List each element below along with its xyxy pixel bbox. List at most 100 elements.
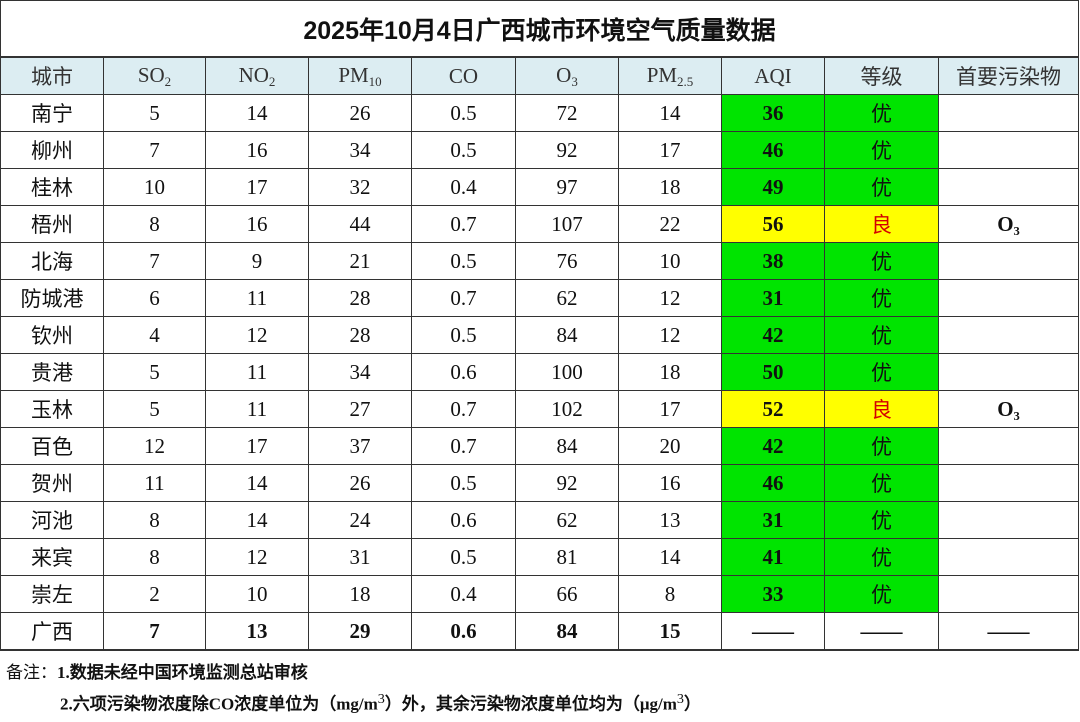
cell-city: 玉林 (0, 390, 104, 428)
cell-so2: 10 (103, 168, 206, 206)
cell-pm10: 34 (308, 353, 412, 391)
cell-city: 贺州 (0, 464, 104, 502)
cell-pm10: 21 (308, 242, 412, 280)
header-subscript: 2 (164, 73, 172, 89)
header-subscript: 10 (368, 73, 382, 89)
cell-co: 0.5 (411, 242, 516, 280)
cell-city: 百色 (0, 427, 104, 465)
cell-co: 0.7 (411, 427, 516, 465)
cell-pm25: 18 (618, 353, 722, 391)
cell-primary (937, 427, 1080, 465)
cell-grade: 优 (824, 131, 939, 169)
footnotes: 备注：1.数据未经中国环境监测总站审核 2.六项污染物浓度除CO浓度单位为（mg… (0, 651, 1078, 718)
table-row: 柳州 7 16 34 0.5 92 17 46 优 (0, 131, 1080, 169)
header-subscript: 3 (571, 73, 578, 89)
cell-co: 0.6 (411, 501, 516, 539)
cell-primary (937, 131, 1080, 169)
cell-so2: 5 (103, 353, 206, 391)
cell-pm25: 16 (618, 464, 722, 502)
cell-pm10: 26 (308, 464, 412, 502)
cell-so2: 8 (103, 538, 206, 576)
column-header-pm25: PM2.5 (618, 56, 722, 95)
cell-no2: 14 (205, 94, 309, 132)
table-row: 崇左 2 10 18 0.4 66 8 33 优 (0, 575, 1080, 613)
cell-o3: 92 (515, 131, 619, 169)
column-header-grade: 等级 (824, 56, 939, 95)
cell-aqi: 42 (721, 316, 825, 354)
cell-no2: 11 (205, 390, 309, 428)
cell-city: 梧州 (0, 205, 104, 243)
cell-aqi: 52 (721, 390, 825, 428)
cell-grade: 优 (824, 279, 939, 317)
cell-aqi: 41 (721, 538, 825, 576)
cell-co: 0.5 (411, 538, 516, 576)
cell-co: 0.7 (411, 205, 516, 243)
note-2-sup: 3 (676, 691, 684, 707)
column-header-primary: 首要污染物 (937, 56, 1080, 95)
header-label: 城市 (31, 65, 73, 89)
cell-pm10: 26 (308, 94, 412, 132)
cell-grade: 优 (824, 316, 939, 354)
cell-city: 北海 (0, 242, 104, 280)
cell-co: 0.6 (411, 353, 516, 391)
cell-city: 崇左 (0, 575, 104, 613)
cell-co: 0.7 (411, 390, 516, 428)
cell-o3: 107 (515, 205, 619, 243)
cell-grade: 优 (824, 427, 939, 465)
header-label: PM (646, 62, 678, 87)
table-row: 防城港 6 11 28 0.7 62 12 31 优 (0, 279, 1080, 317)
total-row: 广西 7 13 29 0.6 84 15 —— —— —— (0, 612, 1080, 651)
cell-co: 0.4 (411, 168, 516, 206)
total-cell-pm10: 29 (308, 612, 412, 651)
total-cell-pm25: 15 (618, 612, 722, 651)
header-label: 等级 (860, 65, 903, 89)
cell-pm10: 31 (308, 538, 412, 576)
header-label: SO (137, 62, 165, 87)
cell-aqi: 46 (721, 131, 825, 169)
cell-no2: 17 (205, 427, 309, 465)
cell-so2: 6 (103, 279, 206, 317)
cell-primary (937, 575, 1080, 613)
cell-primary (937, 464, 1080, 502)
cell-o3: 76 (515, 242, 619, 280)
table-row: 南宁 5 14 26 0.5 72 14 36 优 (0, 94, 1080, 132)
header-label: PM (338, 62, 369, 87)
cell-pm25: 10 (618, 242, 722, 280)
total-cell-so2: 7 (103, 612, 206, 651)
cell-no2: 16 (205, 205, 309, 243)
air-quality-table: 2025年10月4日广西城市环境空气质量数据 城市 SO2 NO2 PM10 CO O3 P… (0, 0, 1080, 651)
cell-pm25: 12 (618, 279, 722, 317)
cell-pm25: 12 (618, 316, 722, 354)
cell-city: 南宁 (0, 94, 104, 132)
table-row: 梧州 8 16 44 0.7 107 22 56 良 O₃ (0, 205, 1080, 243)
cell-o3: 84 (515, 427, 619, 465)
cell-pm10: 18 (308, 575, 412, 613)
cell-pm10: 32 (308, 168, 412, 206)
cell-city: 来宾 (0, 538, 104, 576)
header-label: O (556, 62, 572, 87)
cell-aqi: 46 (721, 464, 825, 502)
cell-so2: 11 (103, 464, 206, 502)
cell-grade: 良 (824, 390, 939, 428)
cell-grade: 优 (824, 575, 939, 613)
cell-o3: 100 (515, 353, 619, 391)
cell-o3: 62 (515, 501, 619, 539)
cell-grade: 优 (824, 94, 939, 132)
cell-grade: 优 (824, 538, 939, 576)
cell-city: 防城港 (0, 279, 104, 317)
cell-primary (937, 279, 1080, 317)
header-label: CO (448, 63, 479, 88)
cell-pm25: 17 (618, 390, 722, 428)
column-header-city: 城市 (0, 56, 104, 95)
header-label: NO (238, 62, 269, 87)
cell-no2: 16 (205, 131, 309, 169)
cell-city: 钦州 (0, 316, 104, 354)
cell-co: 0.7 (411, 279, 516, 317)
cell-co: 0.5 (411, 316, 516, 354)
cell-pm10: 28 (308, 279, 412, 317)
cell-grade: 优 (824, 464, 939, 502)
total-cell-no2: 13 (205, 612, 309, 651)
total-cell-primary: —— (937, 612, 1080, 651)
cell-no2: 14 (205, 501, 309, 539)
cell-co: 0.5 (411, 464, 516, 502)
